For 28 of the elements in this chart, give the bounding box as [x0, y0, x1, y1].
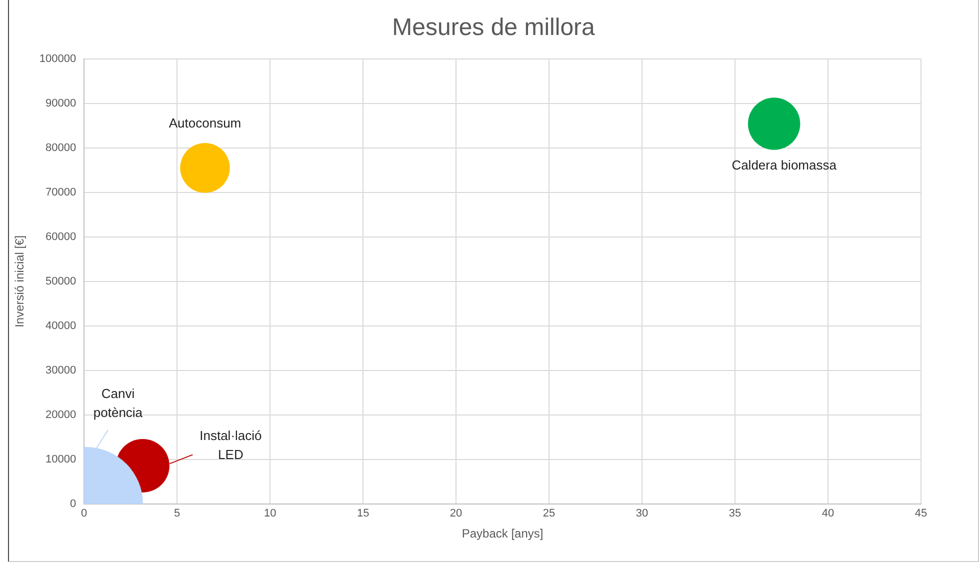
y-tick-label: 60000: [46, 230, 76, 243]
y-tick-label: 0: [70, 498, 76, 510]
x-tick-label: 0: [81, 508, 88, 520]
y-tick-label: 100000: [39, 52, 76, 65]
y-tick-label: 70000: [46, 186, 76, 198]
x-tick-label: 35: [728, 508, 742, 520]
series-label: Autoconsum: [168, 115, 242, 130]
y-axis-title: Inversió inicial [€]: [12, 235, 27, 328]
y-tick-label: 30000: [46, 364, 76, 376]
y-tick-label: 40000: [46, 320, 76, 332]
x-tick-label: 20: [450, 508, 462, 520]
x-axis-title: Payback [anys]: [462, 526, 544, 541]
y-tick-label: 10000: [46, 454, 76, 466]
y-tick-label: 80000: [46, 142, 76, 154]
text: Canvi potència: [93, 386, 144, 420]
y-tick-label: 20000: [46, 408, 76, 421]
x-tick-label: 25: [542, 508, 556, 520]
chart-title: Mesures de millora: [392, 14, 596, 42]
x-tick-label: 40: [822, 508, 834, 520]
series-label: Caldera biomassa: [732, 157, 838, 172]
x-tick-label: 45: [914, 508, 928, 520]
y-tick-label: 90000: [46, 97, 76, 110]
y-tick-label: 50000: [46, 275, 76, 288]
text: Instal·lació LED: [200, 428, 262, 462]
x-tick-label: 30: [636, 508, 648, 520]
x-tick-label: 10: [264, 508, 276, 520]
x-tick-label: 5: [174, 508, 180, 520]
x-tick-label: 15: [356, 508, 370, 520]
